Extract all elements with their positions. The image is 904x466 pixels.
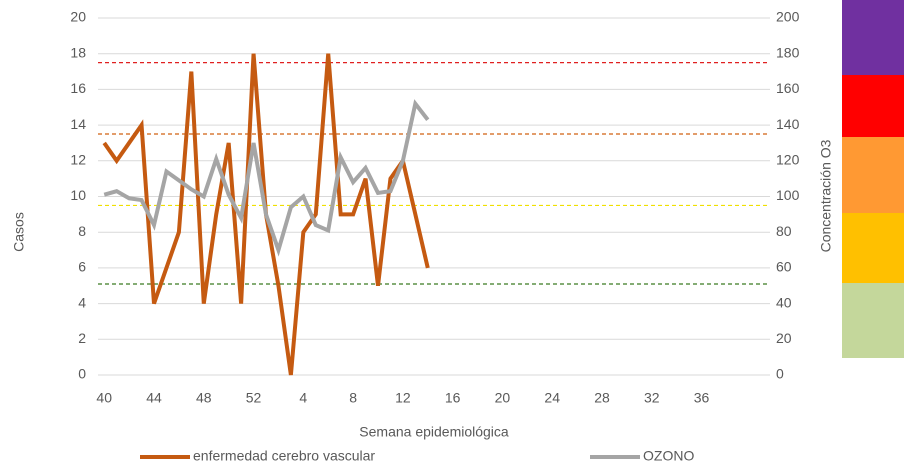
x-tick-label: 36	[694, 390, 710, 406]
y-tick-label: 2	[78, 330, 86, 346]
x-tick-label: 40	[96, 390, 112, 406]
band-green	[842, 283, 904, 358]
y-axis-title: Casos	[11, 212, 27, 252]
x-tick-label: 12	[395, 390, 411, 406]
x-tick-label: 32	[644, 390, 660, 406]
y2-axis-title: Concentración O3	[818, 139, 834, 252]
x-tick-label: 20	[495, 390, 511, 406]
x-tick-label: 8	[349, 390, 357, 406]
y2-tick-label: 0	[776, 366, 784, 382]
x-axis-title: Semana epidemiológica	[359, 424, 509, 440]
y-tick-label: 20	[70, 9, 86, 25]
y2-tick-label: 60	[776, 259, 792, 275]
x-tick-label: 44	[146, 390, 162, 406]
y-tick-label: 14	[70, 116, 86, 132]
y2-tick-label: 140	[776, 116, 800, 132]
x-tick-label: 24	[544, 390, 560, 406]
band-purple	[842, 0, 904, 75]
y2-tick-label: 100	[776, 187, 800, 203]
x-tick-label: 16	[445, 390, 461, 406]
y2-tick-label: 120	[776, 152, 800, 168]
x-tick-label: 52	[246, 390, 262, 406]
y-tick-label: 0	[78, 366, 86, 382]
legend-label: OZONO	[643, 448, 694, 464]
y-tick-label: 8	[78, 223, 86, 239]
x-tick-label: 28	[594, 390, 610, 406]
y2-tick-label: 80	[776, 223, 792, 239]
y-tick-label: 12	[70, 152, 86, 168]
y-tick-label: 18	[70, 44, 86, 60]
x-tick-label: 48	[196, 390, 212, 406]
y2-tick-label: 200	[776, 9, 800, 25]
y2-tick-label: 160	[776, 80, 800, 96]
y-tick-label: 6	[78, 259, 86, 275]
y2-tick-label: 180	[776, 44, 800, 60]
band-yellow	[842, 213, 904, 283]
y2-tick-label: 20	[776, 330, 792, 346]
band-orange	[842, 137, 904, 213]
y-tick-label: 10	[70, 187, 86, 203]
legend-label: enfermedad cerebro vascular	[193, 448, 375, 464]
y-tick-label: 4	[78, 294, 86, 310]
x-tick-label: 4	[299, 390, 307, 406]
band-red	[842, 75, 904, 137]
y2-tick-label: 40	[776, 294, 792, 310]
y-tick-label: 16	[70, 80, 86, 96]
series-line	[103, 99, 430, 257]
